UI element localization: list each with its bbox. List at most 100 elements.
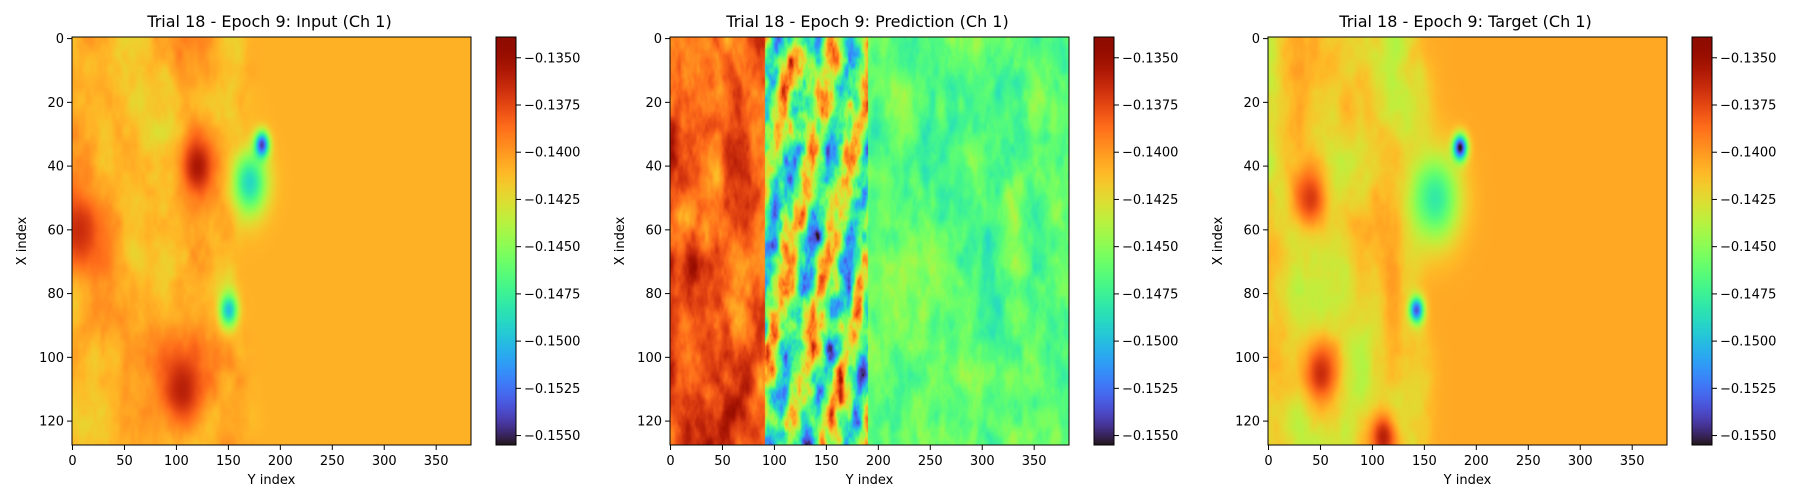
heatmap-image: [72, 37, 471, 445]
x-tick-label: 100: [164, 454, 189, 469]
chart-title: Trial 18 - Epoch 9: Target (Ch 1): [1338, 12, 1591, 31]
plot-frame: [669, 36, 1070, 446]
y-tick-label: 0: [1252, 32, 1260, 47]
x-tick-label: 50: [714, 454, 731, 469]
y-tick-label: 20: [645, 96, 662, 111]
heatmap-image: [670, 37, 1069, 445]
colorbar-tick-label: −0.1350: [524, 51, 580, 66]
y-axis-label: X index: [613, 216, 628, 265]
x-axis-ticks: 0 50 100 150 200 250 300 350: [666, 445, 1047, 469]
x-tick-label: 300: [372, 454, 397, 469]
colorbar-tick-label: −0.1500: [524, 335, 580, 350]
colorbar-tick-label: −0.1550: [524, 429, 580, 444]
y-axis-ticks: 0 20 40 60 80 100 120: [39, 32, 72, 430]
y-tick-label: 40: [47, 160, 64, 175]
colorbar-tick-label: −0.1475: [524, 287, 580, 302]
y-axis-ticks: 0 20 40 60 80 100 120: [1235, 32, 1268, 430]
y-tick-label: 100: [637, 351, 662, 366]
x-tick-label: 50: [1312, 454, 1329, 469]
colorbar-ticks: −0.1350 −0.1375 −0.1400 −0.1425 −0.1450 −0.14…: [516, 51, 580, 444]
y-tick-label: 40: [645, 160, 662, 175]
y-tick-label: 0: [654, 32, 662, 47]
y-axis-label: X index: [15, 216, 30, 265]
x-tick-label: 150: [216, 454, 241, 469]
colorbar-ticks: −0.1350 −0.1375 −0.1400 −0.1425 −0.1450 −0.14…: [1114, 51, 1178, 444]
heatmap-image: [1268, 37, 1667, 445]
x-tick-label: 350: [1620, 454, 1645, 469]
colorbar-tick-label: −0.1500: [1720, 335, 1776, 350]
colorbar-tick-label: −0.1425: [1122, 193, 1178, 208]
colorbar-tick-label: −0.1400: [524, 146, 580, 161]
colorbar-tick-label: −0.1400: [1720, 146, 1776, 161]
x-tick-label: 350: [1022, 454, 1047, 469]
colorbar-frame: [495, 36, 517, 446]
colorbar-tick-label: −0.1475: [1720, 287, 1776, 302]
colorbar-tick-label: −0.1450: [1720, 240, 1776, 255]
colorbar-tick-label: −0.1500: [1122, 335, 1178, 350]
x-tick-label: 0: [1264, 454, 1272, 469]
colorbar-tick-label: −0.1550: [1720, 429, 1776, 444]
plot-frame: [1267, 36, 1668, 446]
x-tick-label: 150: [814, 454, 839, 469]
x-tick-label: 200: [1464, 454, 1489, 469]
colorbar-tick-label: −0.1475: [1122, 287, 1178, 302]
x-tick-label: 200: [866, 454, 891, 469]
y-tick-label: 120: [637, 415, 662, 430]
y-axis-ticks: 0 20 40 60 80 100 120: [637, 32, 670, 430]
y-tick-label: 0: [56, 32, 64, 47]
colorbar-tick-label: −0.1450: [1122, 240, 1178, 255]
x-tick-label: 150: [1412, 454, 1437, 469]
colorbar-ticks: −0.1350 −0.1375 −0.1400 −0.1425 −0.1450 −0.14…: [1712, 51, 1776, 444]
y-tick-label: 60: [1243, 223, 1260, 238]
panel-input: Trial 18 - Epoch 9: Input (Ch 1) 0 50 100 1…: [15, 12, 580, 488]
colorbar-tick-label: −0.1525: [1122, 382, 1178, 397]
colorbar: [496, 37, 516, 445]
x-axis-ticks: 0 50 100 150 200 250 300 350: [1264, 445, 1645, 469]
y-tick-label: 60: [645, 223, 662, 238]
y-tick-label: 120: [1235, 415, 1260, 430]
colorbar-tick-label: −0.1550: [1122, 429, 1178, 444]
colorbar-tick-label: −0.1350: [1720, 51, 1776, 66]
y-tick-label: 80: [645, 287, 662, 302]
colorbar-tick-label: −0.1425: [524, 193, 580, 208]
y-tick-label: 40: [1243, 160, 1260, 175]
colorbar-tick-label: −0.1525: [524, 382, 580, 397]
x-axis-label: Y index: [845, 473, 894, 488]
colorbar-tick-label: −0.1375: [1122, 99, 1178, 114]
y-tick-label: 60: [47, 223, 64, 238]
colorbar-tick-label: −0.1450: [524, 240, 580, 255]
x-tick-label: 250: [1516, 454, 1541, 469]
colorbar-tick-label: −0.1375: [524, 99, 580, 114]
colorbar-tick-label: −0.1350: [1122, 51, 1178, 66]
y-axis-label: X index: [1211, 216, 1226, 265]
x-tick-label: 200: [268, 454, 293, 469]
colorbar-tick-label: −0.1525: [1720, 382, 1776, 397]
x-tick-label: 250: [320, 454, 345, 469]
y-tick-label: 100: [39, 351, 64, 366]
x-tick-label: 0: [68, 454, 76, 469]
colorbar-tick-label: −0.1375: [1720, 99, 1776, 114]
colorbar-frame: [1691, 36, 1713, 446]
x-tick-label: 0: [666, 454, 674, 469]
colorbar: [1692, 37, 1712, 445]
colorbar-tick-label: −0.1400: [1122, 146, 1178, 161]
x-axis-label: Y index: [247, 473, 296, 488]
x-tick-label: 50: [116, 454, 133, 469]
x-axis-label: Y index: [1443, 473, 1492, 488]
x-tick-label: 350: [424, 454, 449, 469]
plot-frame: [71, 36, 472, 446]
x-tick-label: 250: [918, 454, 943, 469]
x-tick-label: 100: [762, 454, 787, 469]
x-tick-label: 300: [1568, 454, 1593, 469]
y-tick-label: 120: [39, 415, 64, 430]
x-tick-label: 100: [1360, 454, 1385, 469]
colorbar: [1094, 37, 1114, 445]
x-tick-label: 300: [970, 454, 995, 469]
y-tick-label: 80: [47, 287, 64, 302]
chart-title: Trial 18 - Epoch 9: Input (Ch 1): [146, 12, 391, 31]
panel-target: Trial 18 - Epoch 9: Target (Ch 1) 0 50 100…: [1211, 12, 1776, 488]
colorbar-tick-label: −0.1425: [1720, 193, 1776, 208]
x-axis-ticks: 0 50 100 150 200 250 300 350: [68, 445, 449, 469]
y-tick-label: 100: [1235, 351, 1260, 366]
